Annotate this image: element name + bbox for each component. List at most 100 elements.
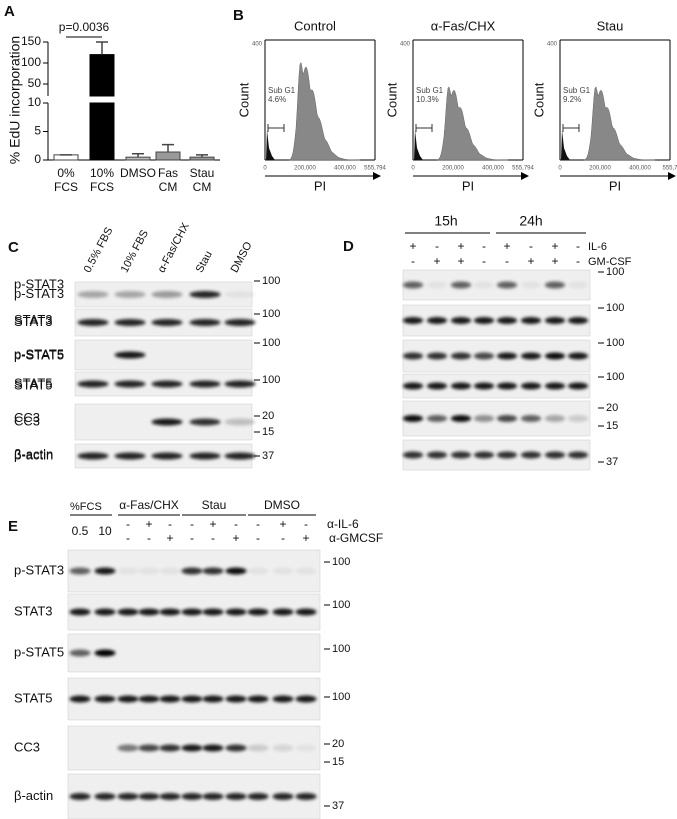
band <box>247 744 269 752</box>
histogram <box>583 86 656 161</box>
sign: - <box>304 517 308 531</box>
y-axis-label: % EdU incorporation <box>7 36 23 164</box>
gate-marker <box>415 124 433 132</box>
mw-marker: 100 <box>262 374 280 386</box>
band <box>473 352 495 360</box>
band <box>450 382 472 390</box>
band <box>202 695 224 703</box>
sign: - <box>529 239 533 253</box>
mw-marker: 100 <box>606 337 624 349</box>
x-tick-label: 555,794 <box>364 166 386 172</box>
x-tick-label: 200,000 <box>589 166 611 172</box>
histogram-title: α-Fas/CHX <box>431 18 496 33</box>
time-label: 15h <box>434 213 457 229</box>
row-label: STAT3 <box>14 314 53 329</box>
band <box>69 608 91 616</box>
gate-label: Sub G1 <box>416 86 444 95</box>
group-label: Stau <box>202 498 227 512</box>
sign: - <box>505 254 509 268</box>
band <box>272 567 294 575</box>
band <box>117 608 139 616</box>
x-tick-label: 200,000 <box>442 166 464 172</box>
row-label: STAT5 <box>14 690 53 705</box>
mw-marker: 100 <box>606 266 624 278</box>
row-label: STAT3 <box>14 312 53 327</box>
band <box>181 695 203 703</box>
panel-label: D <box>343 238 354 255</box>
panel-label: A <box>4 3 15 20</box>
y-axis-label: Count <box>531 82 546 117</box>
fcs-value: 10 <box>98 524 112 538</box>
band <box>247 793 269 800</box>
x-axis-label: PI <box>314 178 326 193</box>
band <box>202 608 224 616</box>
y-axis-label: Count <box>384 82 399 117</box>
band <box>202 744 224 752</box>
band <box>295 608 317 616</box>
x-tick-label: 555,794 <box>512 166 534 172</box>
panel-label: B <box>233 7 244 24</box>
sign: + <box>527 254 534 268</box>
band <box>567 352 589 360</box>
sign: - <box>576 254 580 268</box>
band <box>426 415 448 422</box>
x-tick-label: 400,000 <box>629 166 651 172</box>
mw-marker: 20 <box>606 402 618 414</box>
band <box>402 415 424 422</box>
lane-label: Stau <box>194 249 215 275</box>
band <box>117 793 139 800</box>
band <box>272 744 294 752</box>
blot-strip <box>74 339 253 371</box>
x-tick-label: 0% FCS <box>54 166 78 194</box>
row-label: CC3 <box>14 739 40 754</box>
band <box>189 291 221 298</box>
band <box>520 352 542 360</box>
band <box>496 352 518 360</box>
band <box>426 451 448 459</box>
bar <box>89 102 115 161</box>
sign: - <box>482 239 486 253</box>
band <box>450 451 472 459</box>
band <box>520 317 542 324</box>
mw-marker: 37 <box>332 800 344 812</box>
sign: - <box>126 531 130 545</box>
mw-marker: 100 <box>332 556 350 568</box>
row-label: p-STAT3 <box>14 276 64 291</box>
panel-label: C <box>8 239 19 256</box>
band <box>151 319 183 326</box>
band <box>189 418 221 426</box>
x-tick-label: 400,000 <box>334 166 356 172</box>
sign: - <box>256 517 260 531</box>
band <box>94 567 116 575</box>
band <box>117 744 139 752</box>
lane-label: 10% FBS <box>119 228 151 275</box>
sign: + <box>457 239 464 253</box>
x-tick-label: 400,000 <box>482 166 504 172</box>
band <box>159 744 181 752</box>
band <box>94 793 116 800</box>
bar <box>125 156 151 161</box>
band <box>94 695 116 703</box>
x-tick-label: DMSO <box>120 166 156 180</box>
band <box>272 608 294 616</box>
sign: + <box>302 531 309 545</box>
panel-label: E <box>8 518 18 535</box>
row-label: β-actin <box>14 788 53 803</box>
histogram-spike <box>266 130 275 160</box>
lane-label: α-Fas/CHX <box>156 220 193 274</box>
mw-marker: 100 <box>262 275 280 287</box>
lane-label: 0.5% FBS <box>82 225 116 274</box>
y-axis-label: Count <box>236 82 251 117</box>
sign: + <box>145 517 152 531</box>
band <box>402 317 424 324</box>
row-label: p-STAT5 <box>14 346 64 361</box>
mw-marker: 100 <box>262 308 280 320</box>
y-tick-label: 5 <box>34 124 41 138</box>
band <box>544 317 566 324</box>
band <box>224 380 256 388</box>
band <box>567 415 589 422</box>
band <box>272 695 294 703</box>
band <box>151 291 183 298</box>
y-tick-label: 0 <box>34 152 41 166</box>
band <box>114 452 146 460</box>
